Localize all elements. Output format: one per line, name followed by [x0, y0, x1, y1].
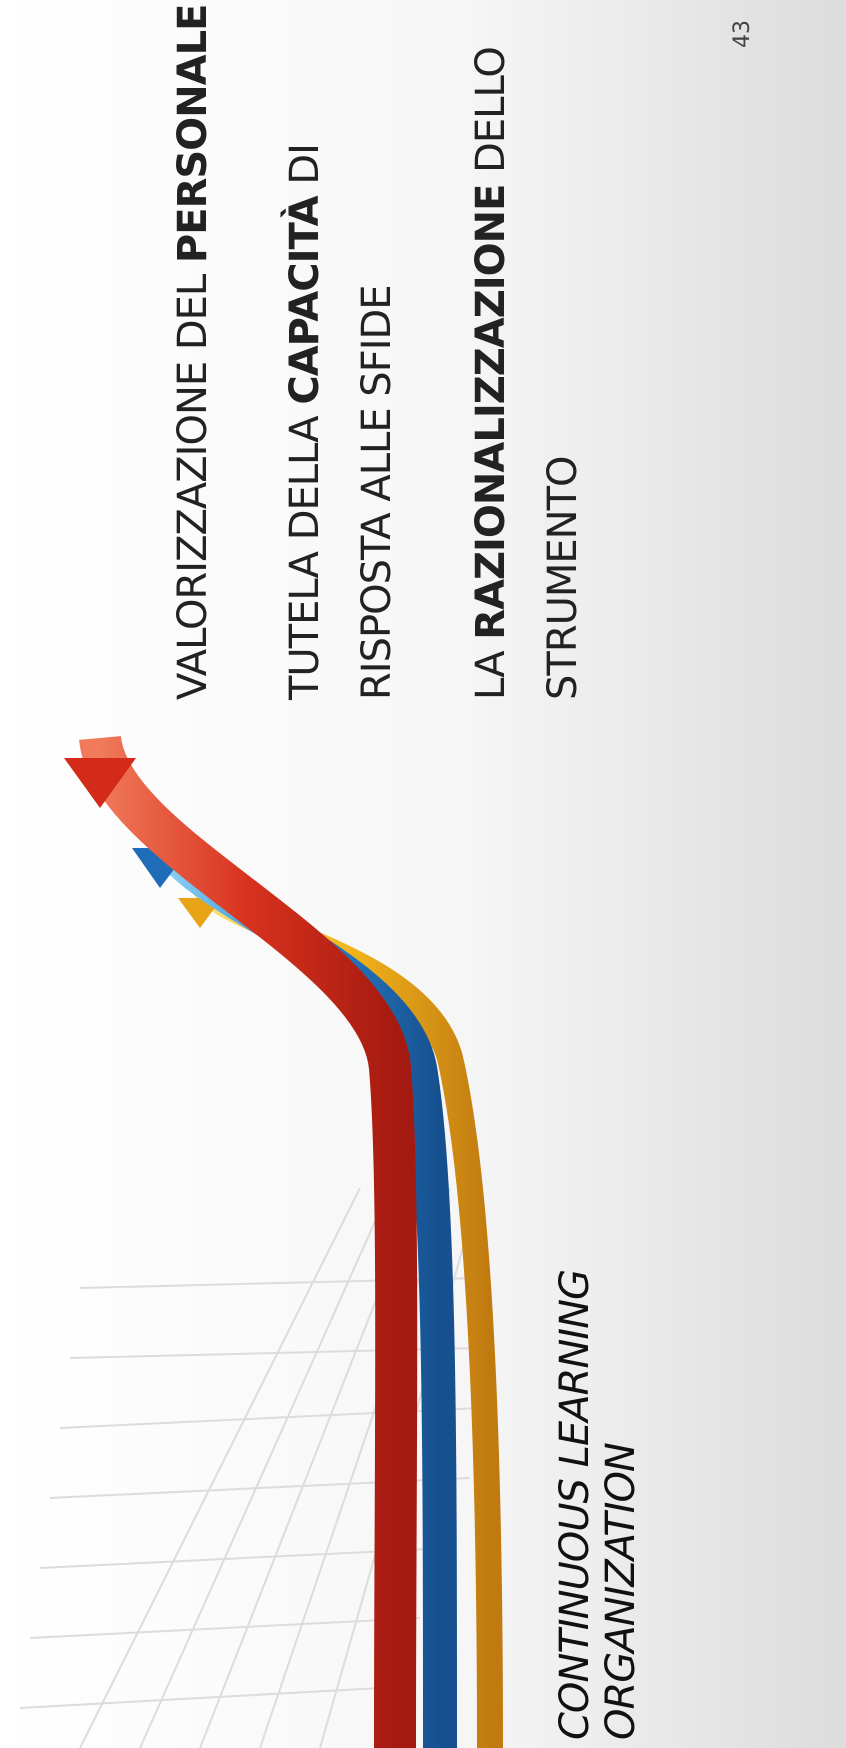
text: DELLO	[468, 47, 514, 184]
bold-text: CAPACITÀ	[282, 196, 328, 404]
text: DI	[282, 144, 328, 196]
text-line: RISPOSTA ALLE SFIDE	[354, 285, 400, 700]
bold-text: PERSONALE	[170, 5, 216, 264]
page-number: 43	[730, 20, 755, 48]
text: VALORIZZAZIONE DEL	[170, 263, 216, 700]
text-line: VALORIZZAZIONE DEL PERSONALE	[170, 5, 216, 700]
text: TUTELA DELLA	[282, 405, 328, 700]
page: VALORIZZAZIONE DEL PERSONALE TUTELA DELLA…	[0, 0, 846, 1748]
slide: VALORIZZAZIONE DEL PERSONALE TUTELA DELLA…	[0, 0, 846, 1748]
text-line: LA RAZIONALIZZAZIONE DELLO	[468, 47, 514, 700]
bold-text: RAZIONALIZZAZIONE	[468, 185, 514, 640]
text-line: STRUMENTO	[540, 456, 586, 700]
text: STRUMENTO	[540, 456, 586, 700]
caption-line: ORGANIZATION	[598, 1443, 644, 1740]
text-line: TUTELA DELLA CAPACITÀ DI	[282, 144, 328, 700]
red-ribbon	[100, 738, 396, 1748]
arrows-graphic	[0, 0, 846, 1748]
text: RISPOSTA ALLE SFIDE	[354, 285, 400, 700]
caption-line: CONTINUOUS LEARNING	[552, 1270, 598, 1740]
text: LA	[468, 640, 514, 700]
